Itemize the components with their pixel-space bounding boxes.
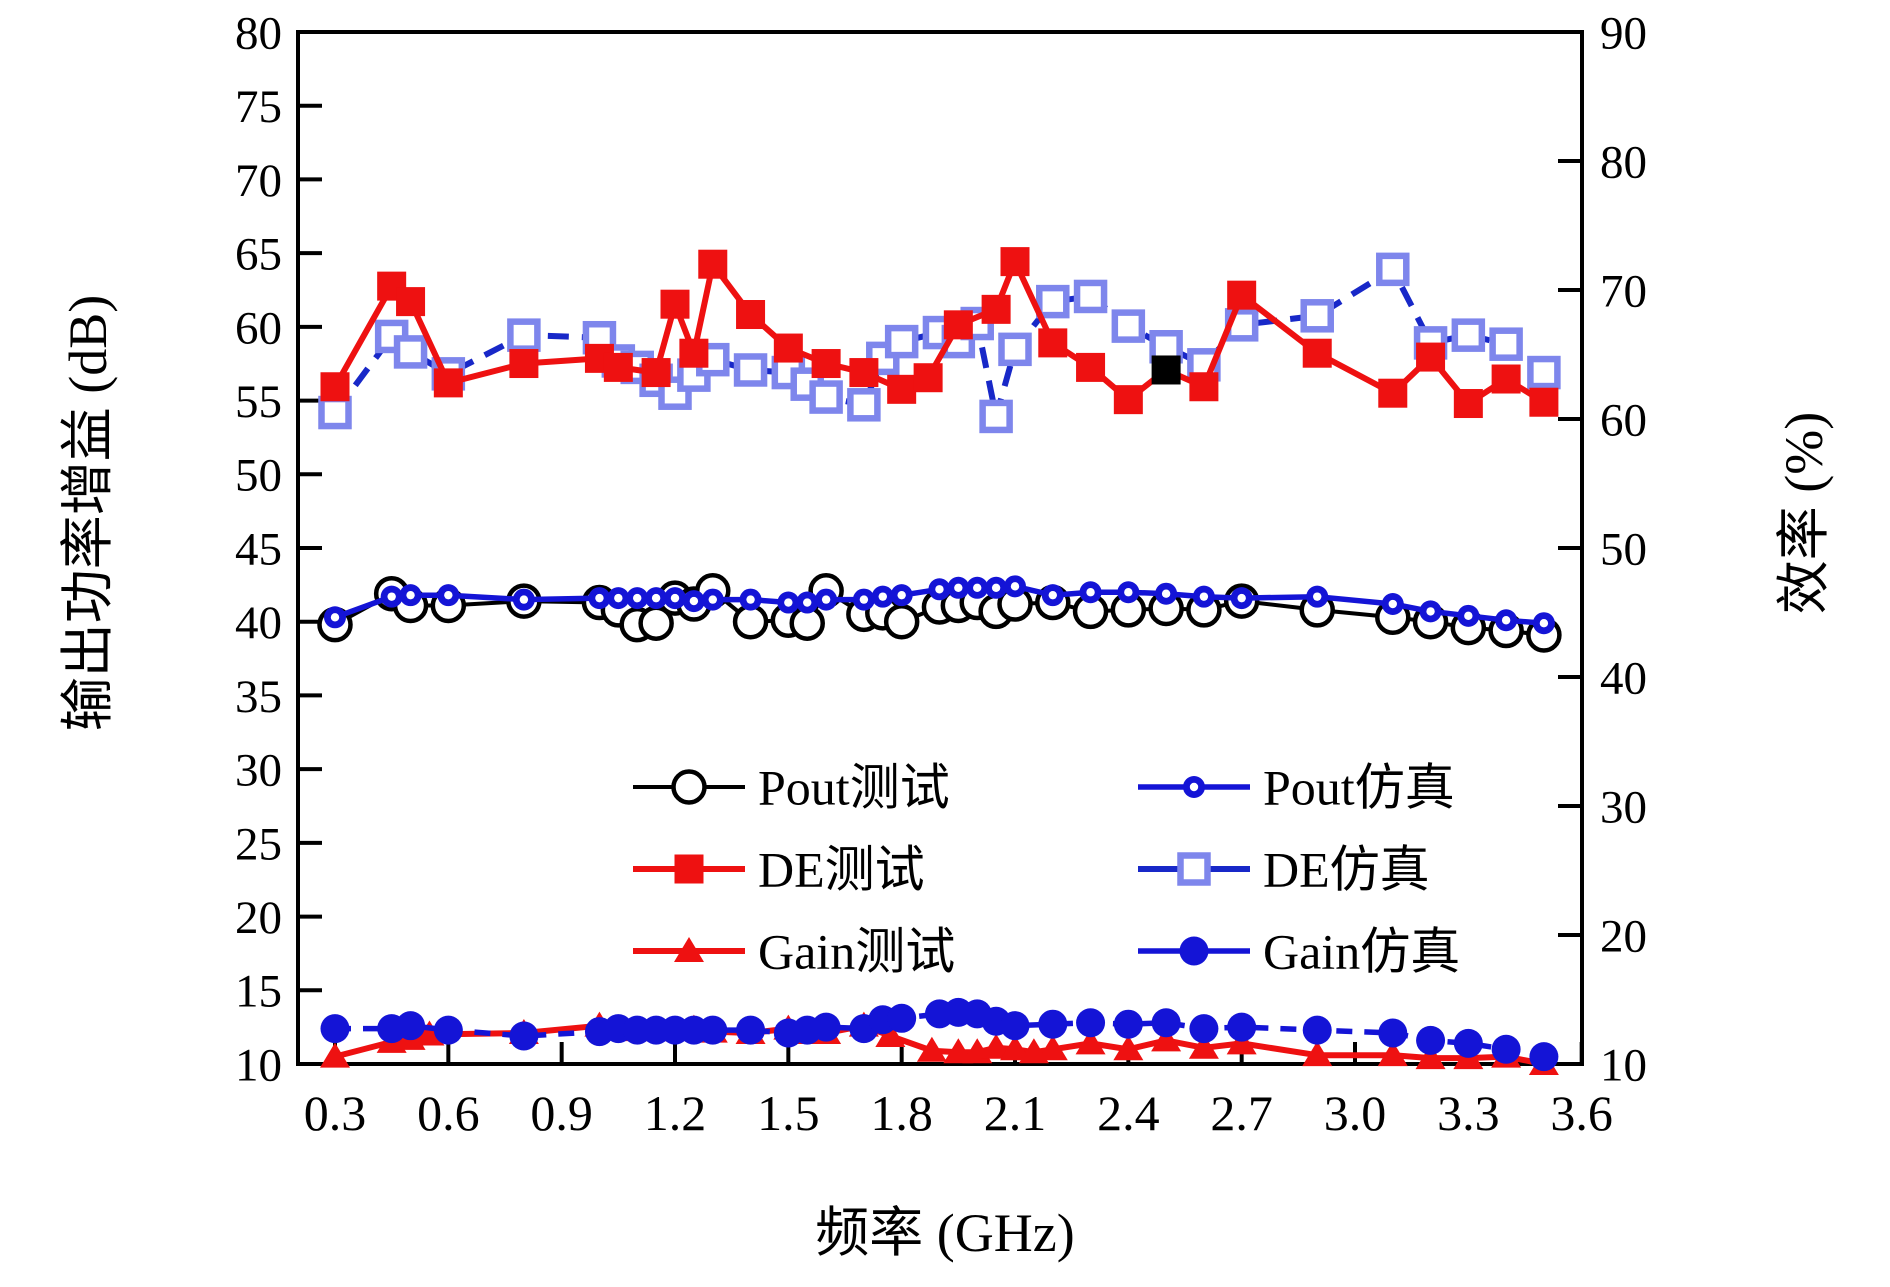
legend-label-de-test: DE测试: [758, 842, 925, 898]
left-axis-tick-label: 10: [235, 1039, 282, 1091]
x-axis-tick-label: 0.6: [417, 1085, 480, 1141]
legend: Pout测试 Pout仿真 DE测试 DE仿真 Gain测试 Gain仿真: [633, 760, 1460, 980]
left-axis-tick-label: 20: [235, 892, 282, 944]
legend-label-pout-test: Pout测试: [758, 760, 950, 816]
legend-label-gain-sim: Gain仿真: [1263, 924, 1460, 980]
axis-ticks: [298, 30, 1584, 1066]
x-axis-tick-label: 2.1: [984, 1085, 1047, 1141]
x-axis-tick-label: 3.6: [1550, 1085, 1613, 1141]
left-axis-tick-label: 50: [235, 450, 282, 502]
x-axis-tick-label: 1.2: [644, 1085, 707, 1141]
legend-item-gain-test: Gain测试: [633, 924, 955, 980]
right-axis-tick-label: 40: [1600, 652, 1647, 704]
x-axis-tick-label: 2.7: [1210, 1085, 1273, 1141]
left-axis-tick-label: 75: [235, 81, 282, 133]
x-axis-tick-label: 3.3: [1437, 1085, 1500, 1141]
x-axis-tick-label: 1.5: [757, 1085, 820, 1141]
x-axis-tick-label: 1.8: [870, 1085, 933, 1141]
legend-item-de-test: DE测试: [633, 842, 925, 898]
left-axis-tick-label: 45: [235, 523, 282, 575]
series-de-sim: [318, 252, 1561, 434]
right-axis-tick-label: 90: [1600, 7, 1647, 59]
legend-item-pout-test: Pout测试: [633, 760, 950, 816]
left-axis-tick-label: 70: [235, 155, 282, 207]
left-axis-tick-label: 15: [235, 966, 282, 1018]
right-axis-tick-label: 30: [1600, 781, 1647, 833]
right-axis-tick-label: 10: [1600, 1039, 1647, 1091]
right-axis-tick-label: 20: [1600, 910, 1647, 962]
x-axis-tick-label: 2.4: [1097, 1085, 1160, 1141]
legend-item-pout-sim: Pout仿真: [1138, 760, 1455, 816]
x-axis-tick-label: 3.0: [1324, 1085, 1387, 1141]
left-axis-tick-label: 65: [235, 229, 282, 281]
legend-label-pout-sim: Pout仿真: [1263, 760, 1455, 816]
left-axis-tick-label: 60: [235, 302, 282, 354]
series-pout-sim: [324, 575, 1555, 635]
right-axis-tick-label: 70: [1600, 265, 1647, 317]
axis-tick-labels: 10 15 20 25 30 35 40 45 50 55 60 65 70 75 80 10 20 30 40 50…: [235, 7, 1647, 1141]
legend-item-de-sim: DE仿真: [1138, 842, 1430, 898]
series-gain-sim: [320, 997, 1559, 1072]
x-axis-tick-label: 0.9: [530, 1085, 593, 1141]
series-de-test: [320, 247, 1559, 419]
legend-label-de-sim: DE仿真: [1263, 842, 1430, 898]
left-axis-tick-label: 25: [235, 818, 282, 870]
right-axis-tick-label: 80: [1600, 136, 1647, 188]
x-axis-tick-label: 0.3: [304, 1085, 367, 1141]
plot-border: [296, 30, 1584, 1066]
left-axis-tick-label: 35: [235, 671, 282, 723]
right-axis-tick-label: 50: [1600, 523, 1647, 575]
left-axis-tick-label: 40: [235, 597, 282, 649]
left-axis-tick-label: 30: [235, 745, 282, 797]
left-axis-tick-label: 55: [235, 376, 282, 428]
legend-item-gain-sim: Gain仿真: [1138, 924, 1460, 980]
left-axis-tick-label: 80: [235, 7, 282, 59]
right-axis-tick-label: 60: [1600, 394, 1647, 446]
legend-label-gain-test: Gain测试: [758, 924, 955, 980]
